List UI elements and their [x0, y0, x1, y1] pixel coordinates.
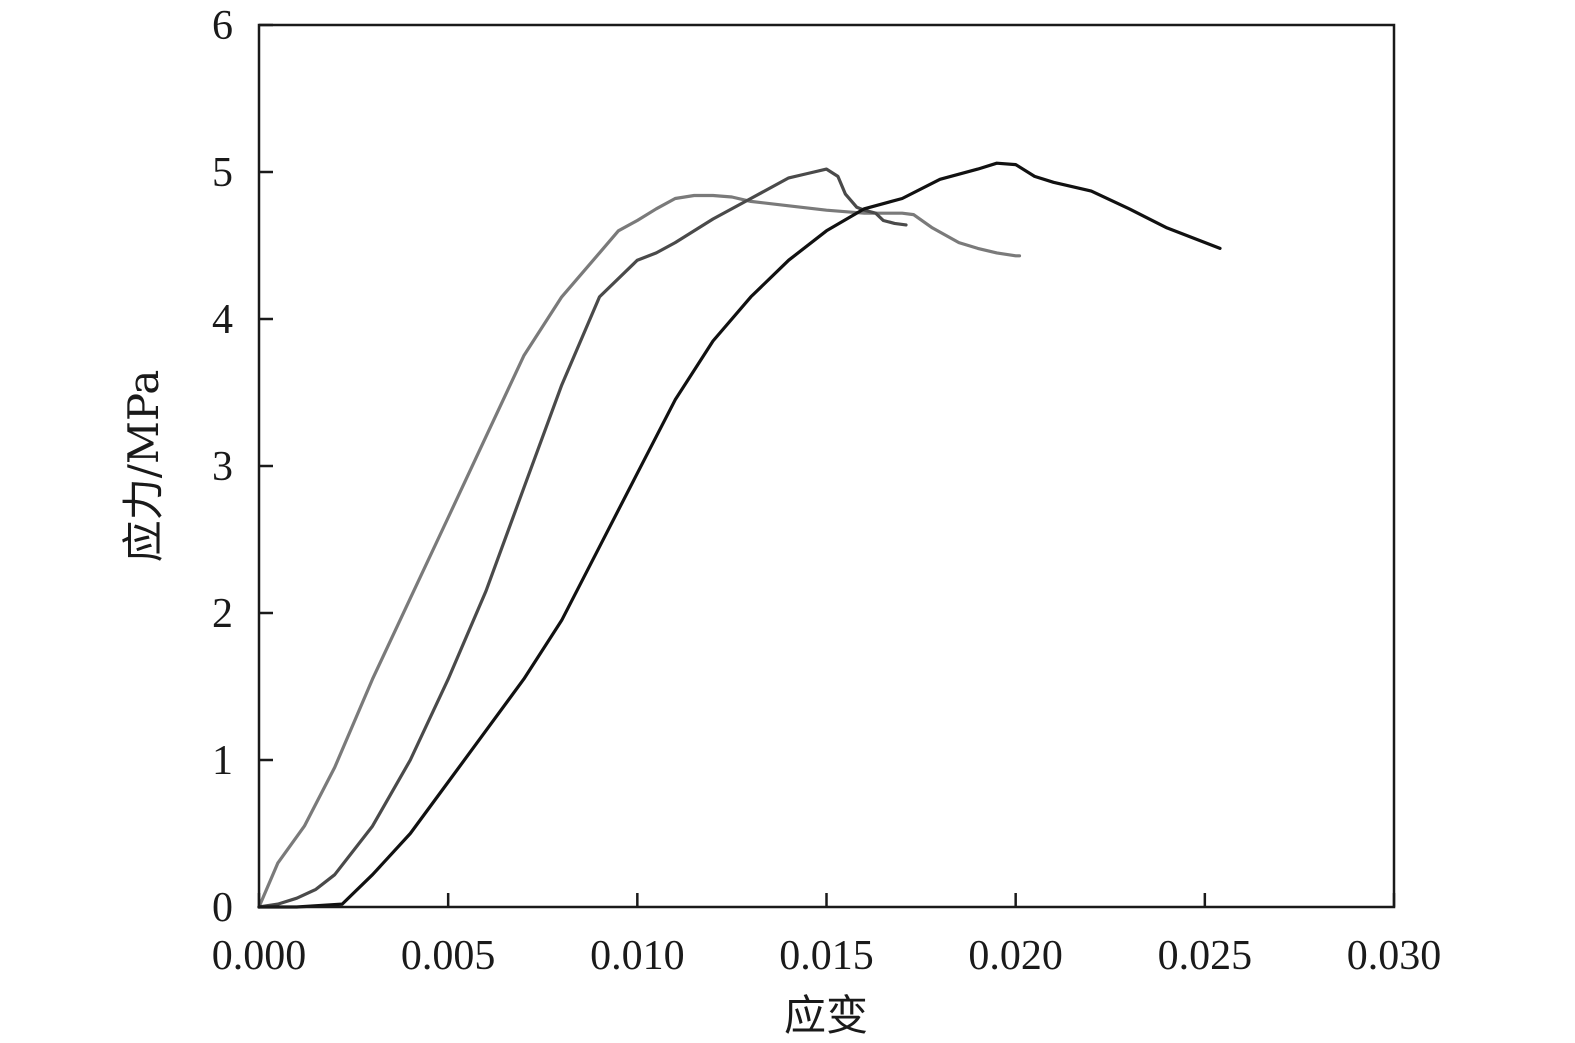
y-tick-label-1: 1 [212, 738, 233, 784]
y-tick-label-2: 2 [212, 591, 233, 637]
series-line-2 [257, 167, 908, 909]
x-tick-label-2: 0.010 [590, 933, 685, 979]
series-line-3 [257, 161, 1222, 909]
series-line-1 [257, 193, 1022, 909]
x-tick-label-6: 0.030 [1347, 933, 1442, 979]
y-tick-label-6: 6 [212, 3, 233, 49]
y-tick-label-5: 5 [212, 150, 233, 196]
y-tick-label-0: 0 [212, 885, 233, 931]
x-tick-label-3: 0.015 [779, 933, 874, 979]
x-axis-title: 应变 [784, 991, 868, 1040]
y-tick-label-4: 4 [212, 297, 233, 343]
ticks-layer [257, 23, 1396, 909]
series-layer [257, 161, 1222, 909]
x-tick-label-1: 0.005 [401, 933, 496, 979]
x-tick-label-4: 0.020 [968, 933, 1063, 979]
plot-frame [257, 23, 1396, 909]
y-axis-title: 应力/MPa [119, 370, 168, 563]
x-tick-label-0: 0.000 [212, 933, 307, 979]
y-tick-label-3: 3 [212, 444, 233, 490]
tick-labels: 0.000 0.005 0.010 0.015 0.020 0.025 0.030 0 1 2 3 4… [212, 3, 1442, 979]
x-tick-label-5: 0.025 [1158, 933, 1253, 979]
